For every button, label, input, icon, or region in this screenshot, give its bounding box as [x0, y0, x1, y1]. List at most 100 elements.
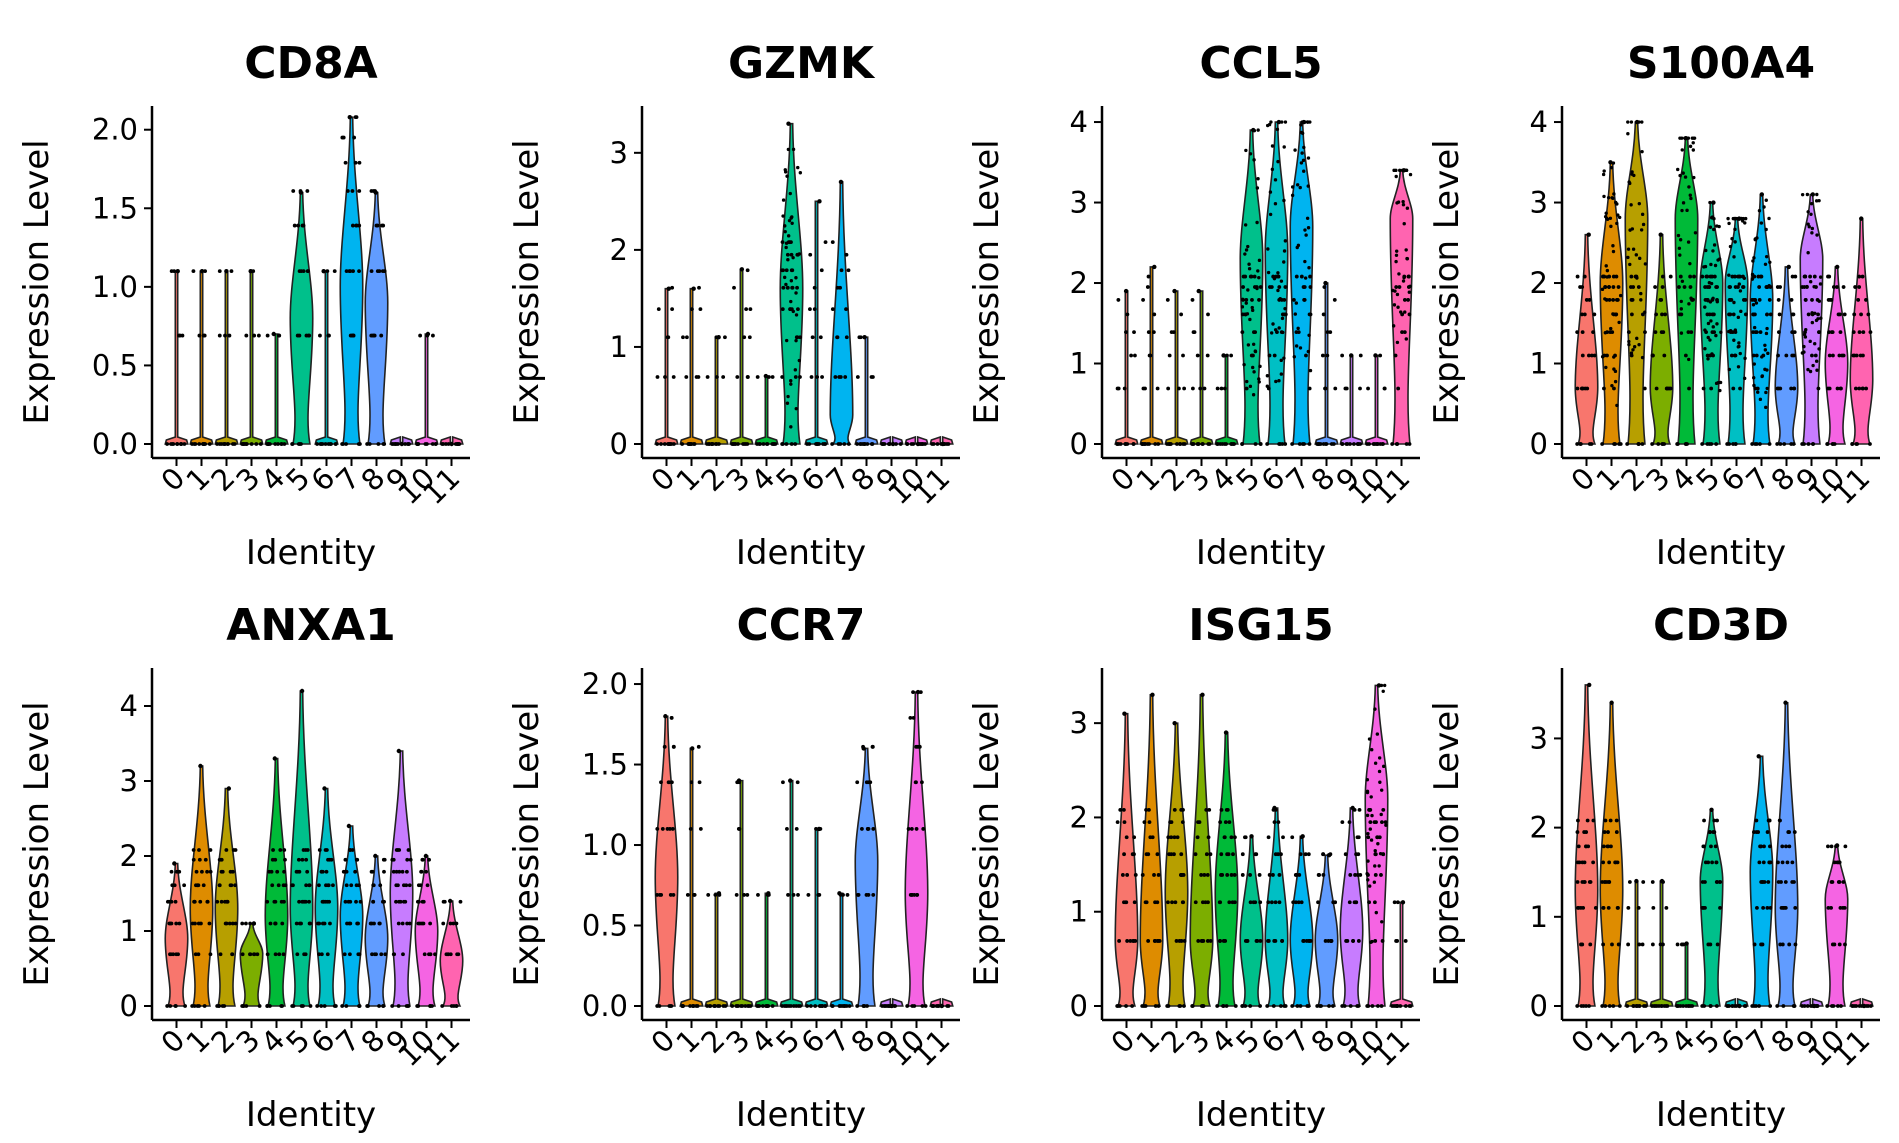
- points-cluster-10: [1825, 264, 1847, 446]
- points-cluster-8: [1315, 852, 1337, 1008]
- points-cluster-4: [265, 756, 288, 1008]
- points-cluster-8: [1775, 264, 1798, 446]
- violin-cluster-10: [1364, 354, 1389, 445]
- points-cluster-8: [855, 335, 875, 446]
- points-cluster-0: [1115, 288, 1137, 446]
- violin-cluster-7: [829, 181, 854, 445]
- y-tick-label: 2: [1070, 266, 1088, 300]
- violin-cluster-0: [1114, 712, 1139, 1007]
- points-cluster-0: [1575, 682, 1598, 1008]
- y-tick-label: 1: [1070, 347, 1088, 381]
- points-cluster-11: [440, 441, 462, 447]
- violin-cluster-7: [1749, 193, 1774, 445]
- violin-cluster-7: [339, 825, 364, 1007]
- x-axis-label: Identity: [1196, 533, 1326, 573]
- points-cluster-2: [705, 335, 727, 446]
- x-axis-label: Identity: [736, 1095, 866, 1135]
- violin-cluster-3: [239, 270, 264, 445]
- violin-cluster-5: [289, 690, 314, 1007]
- x-axis-label: Identity: [246, 1095, 376, 1135]
- points-cluster-6: [1265, 119, 1288, 446]
- y-tick-label: 2: [1070, 800, 1088, 834]
- points-cluster-5: [1240, 834, 1263, 1008]
- points-cluster-4: [1215, 730, 1238, 1008]
- y-tick-label: 0.0: [582, 989, 628, 1023]
- points-cluster-11: [1850, 216, 1873, 446]
- violin-cluster-10: [904, 691, 929, 1007]
- points-cluster-0: [1575, 232, 1597, 446]
- y-tick-label: 3: [1070, 706, 1088, 740]
- y-tick-label: 3: [1070, 186, 1088, 220]
- violin-cluster-4: [1214, 354, 1239, 445]
- points-cluster-6: [1725, 1003, 1748, 1009]
- points-cluster-5: [290, 688, 313, 1008]
- points-cluster-7: [340, 114, 362, 446]
- y-tick-label: 0: [610, 427, 628, 461]
- points-cluster-4: [265, 331, 287, 446]
- y-tick-label: 0: [1530, 427, 1548, 461]
- y-tick-label: 4: [1070, 105, 1088, 139]
- violin-cluster-3: [1189, 290, 1214, 445]
- points-cluster-4: [755, 891, 775, 1008]
- y-tick-label: 1.5: [582, 748, 628, 782]
- points-cluster-6: [315, 268, 338, 446]
- points-cluster-0: [1115, 711, 1138, 1008]
- points-cluster-11: [1390, 168, 1413, 446]
- violin-cluster-2: [214, 270, 239, 445]
- violin-cluster-2: [1164, 722, 1189, 1007]
- violin-cluster-1: [679, 287, 704, 445]
- points-cluster-7: [1290, 834, 1313, 1008]
- violin-cluster-1: [189, 765, 214, 1007]
- violin-cluster-4: [754, 892, 779, 1007]
- violin-cluster-5: [1239, 835, 1264, 1007]
- x-axis-label: Identity: [1196, 1095, 1326, 1135]
- violin-cluster-4: [754, 375, 779, 445]
- panel-title: ANXA1: [226, 600, 395, 651]
- points-cluster-10: [1365, 683, 1388, 1008]
- violin-cluster-4: [264, 333, 289, 445]
- violin-cluster-3: [239, 922, 264, 1007]
- points-cluster-3: [1190, 288, 1212, 446]
- points-cluster-5: [780, 121, 803, 446]
- violin-cluster-9: [389, 750, 414, 1007]
- points-cluster-9: [390, 748, 413, 1008]
- violin-cluster-3: [1189, 694, 1214, 1007]
- violin-cluster-10: [1824, 266, 1849, 445]
- points-cluster-6: [315, 786, 338, 1008]
- points-cluster-10: [905, 441, 927, 447]
- points-cluster-3: [1190, 692, 1213, 1008]
- violin-cluster-10: [1364, 684, 1389, 1007]
- violin-cluster-1: [679, 747, 704, 1007]
- y-tick-label: 0.0: [92, 427, 138, 461]
- violin-cluster-5: [1699, 808, 1724, 1007]
- points-cluster-8: [1315, 280, 1338, 446]
- violin-cluster-7: [339, 116, 364, 445]
- violin-cluster-1: [1599, 701, 1624, 1007]
- points-cluster-6: [1725, 216, 1748, 446]
- y-tick-label: 3: [1530, 721, 1548, 755]
- y-tick-label: 2: [1530, 811, 1548, 845]
- points-cluster-9: [1340, 353, 1363, 446]
- violin-cluster-10: [414, 333, 439, 445]
- points-cluster-5: [1700, 200, 1723, 446]
- y-tick-label: 0: [1530, 989, 1548, 1023]
- violin-cluster-8: [854, 336, 879, 445]
- panel-title: CD8A: [244, 38, 377, 89]
- points-cluster-7: [830, 891, 852, 1008]
- y-tick-label: 1.5: [92, 191, 138, 225]
- y-tick-label: 1: [120, 914, 138, 948]
- violin-cluster-1: [189, 270, 214, 445]
- violin-cluster-5: [289, 191, 314, 445]
- points-cluster-9: [880, 1003, 897, 1009]
- points-cluster-4: [1675, 135, 1698, 446]
- points-cluster-2: [1625, 119, 1648, 446]
- violin-cluster-8: [854, 747, 879, 1007]
- violin-cluster-6: [1264, 121, 1289, 445]
- points-cluster-7: [1750, 192, 1773, 446]
- points-cluster-10: [1365, 353, 1387, 446]
- points-cluster-1: [1600, 160, 1623, 446]
